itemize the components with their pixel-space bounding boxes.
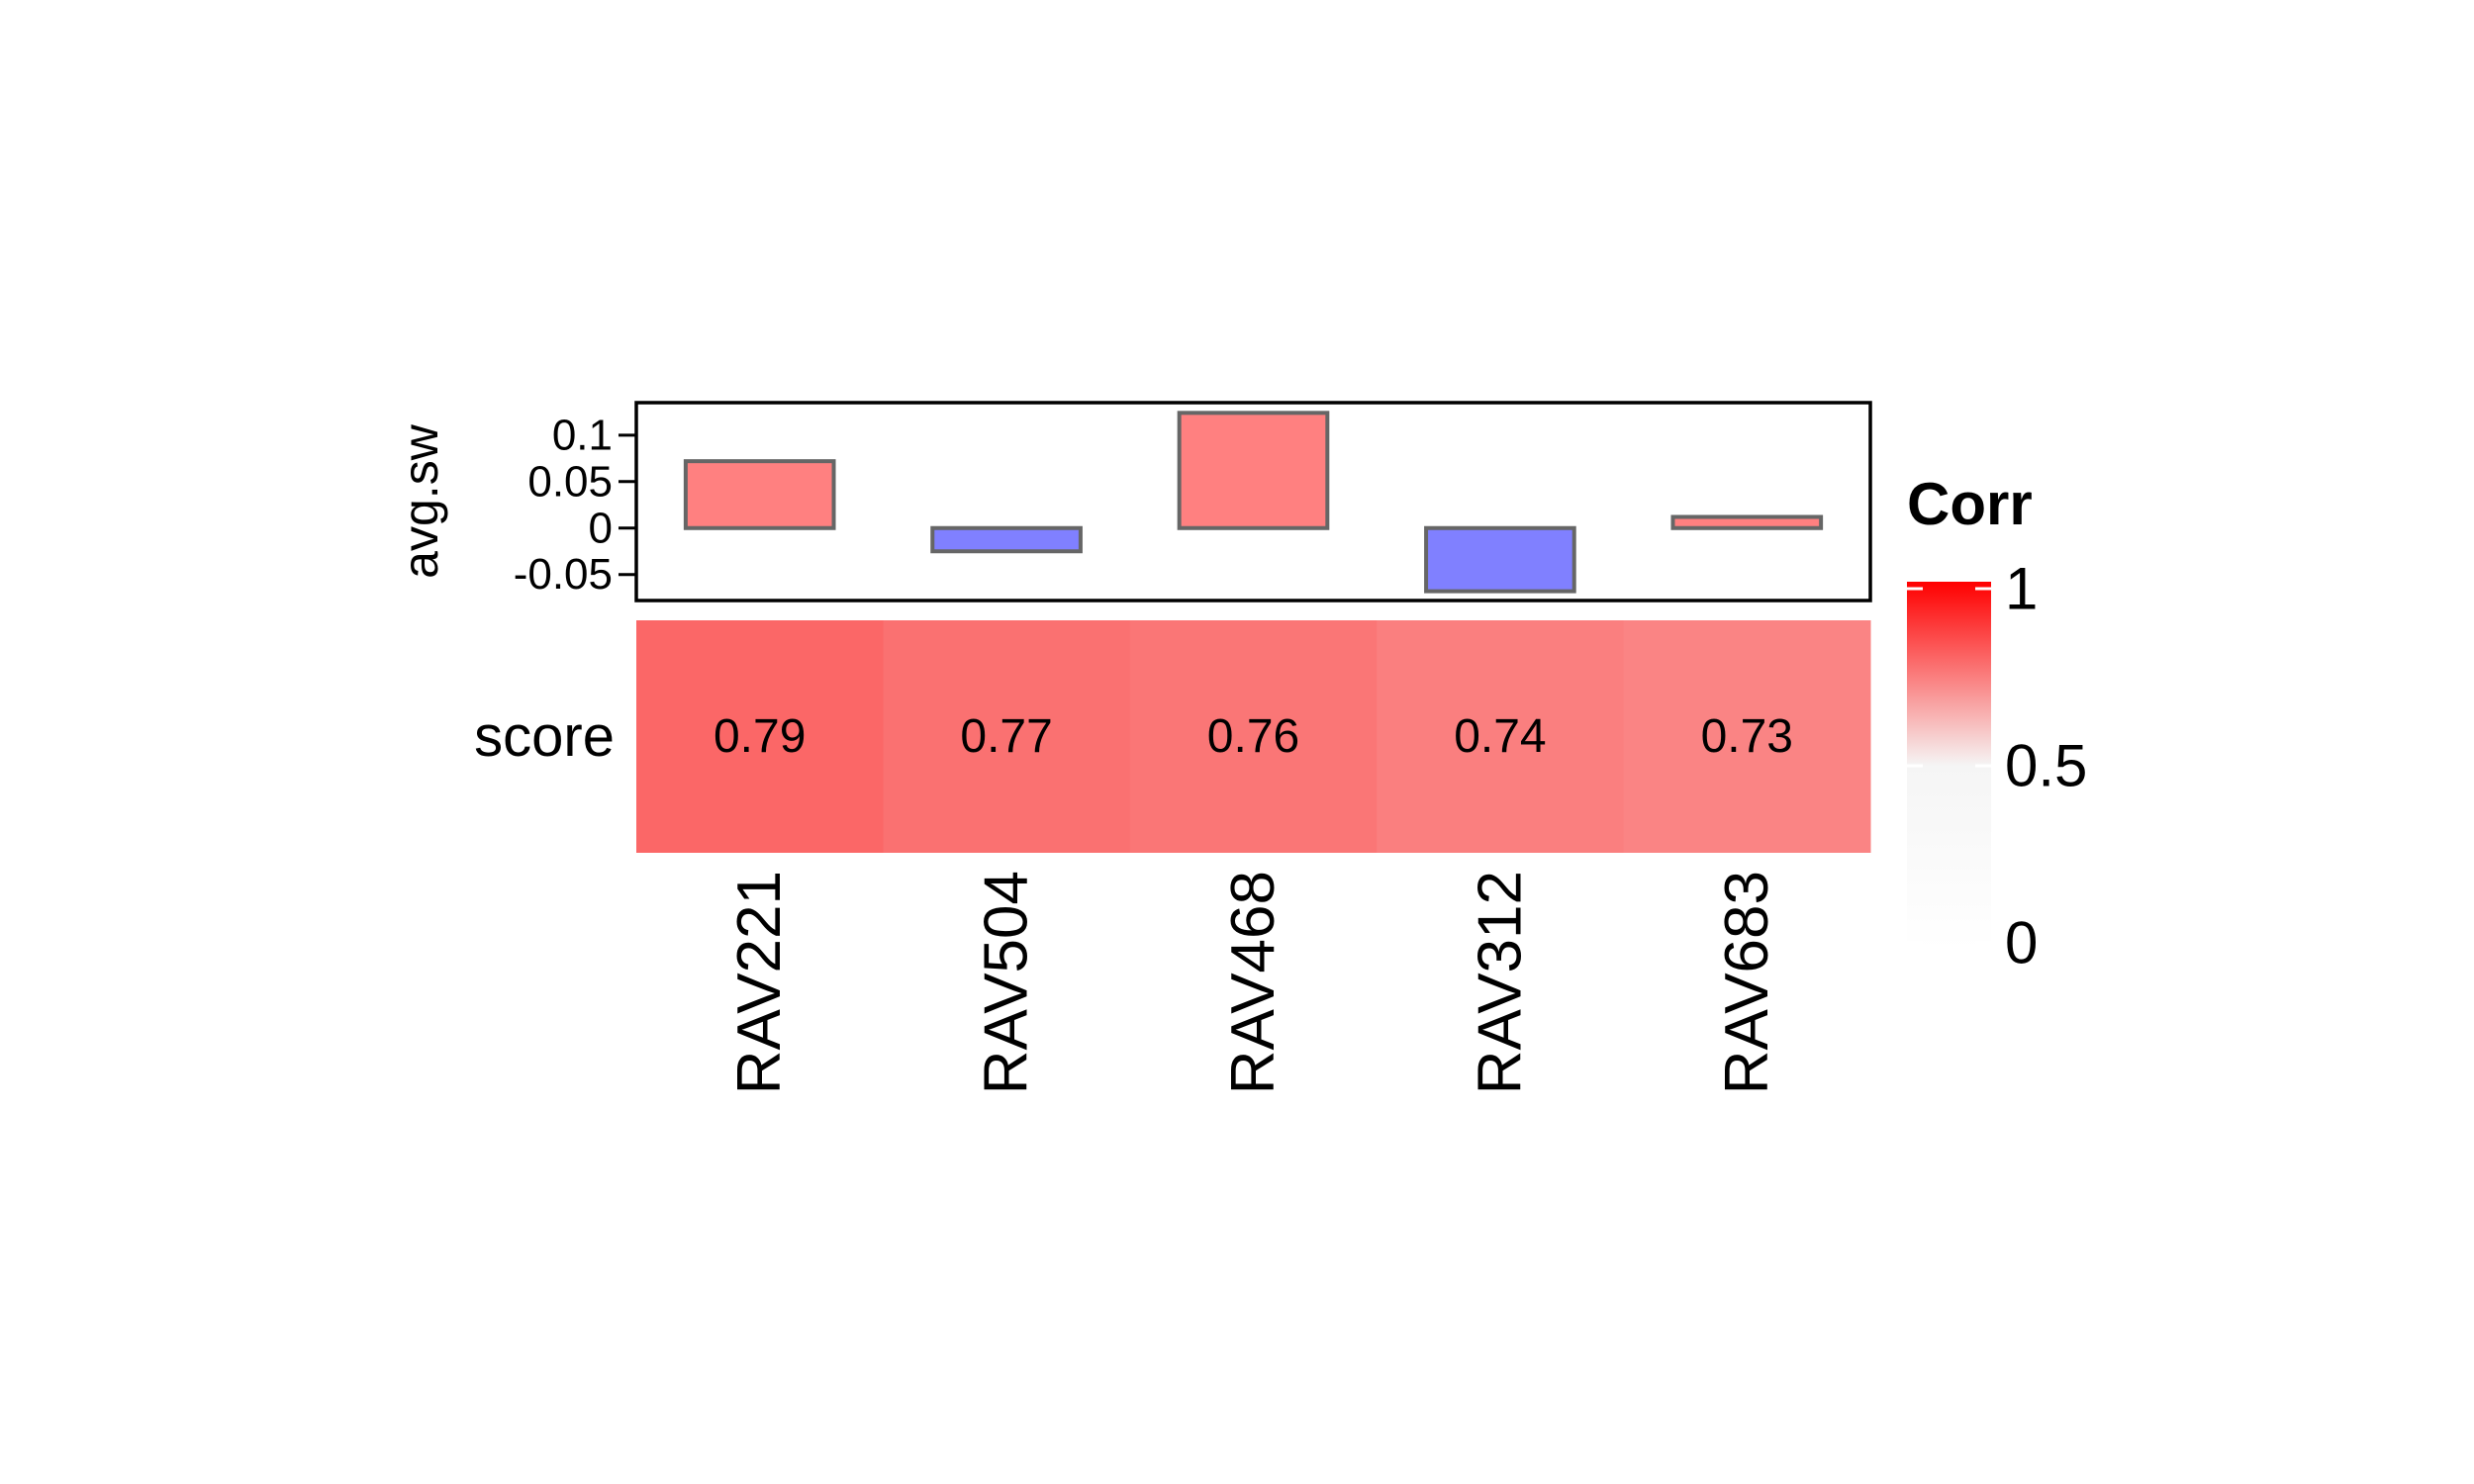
heatmap-cell-label: 0.77 — [960, 710, 1052, 763]
heatmap-cell-RAV683 — [1623, 620, 1871, 853]
y-tick-label: -0.05 — [514, 550, 613, 599]
bar-RAV312 — [1424, 525, 1576, 594]
legend-title: Corr — [1907, 471, 2033, 537]
bar-RAV504 — [930, 525, 1083, 554]
annotation-bar-plot: 0.10.050-0.05 avg.sw — [393, 401, 1872, 603]
column-labels: RAV221 RAV504 RAV468 RAV312 RAV683 — [725, 871, 1781, 1094]
annotation-panel-border — [634, 401, 1872, 603]
row-label: score — [474, 704, 615, 769]
y-tick-label: 0 — [589, 504, 613, 552]
y-axis-title: avg.sw — [393, 423, 448, 579]
heatmap-cell-label: 0.76 — [1207, 710, 1299, 763]
legend-tick-label: 0.5 — [2005, 733, 2087, 799]
bar-RAV221 — [683, 459, 836, 530]
column-label: RAV312 — [1466, 871, 1534, 1094]
column-label: RAV683 — [1713, 871, 1781, 1094]
column-label: RAV221 — [725, 871, 794, 1094]
color-legend: Corr 1 0.5 0 — [1907, 471, 2087, 976]
bar-RAV683 — [1670, 514, 1824, 530]
y-tick-label: 0.1 — [552, 411, 613, 459]
heatmap-cell-RAV468 — [1129, 620, 1378, 853]
column-label: RAV504 — [973, 871, 1041, 1094]
heatmap-cell-label: 0.73 — [1701, 710, 1793, 763]
column-label: RAV468 — [1219, 871, 1287, 1094]
bar-RAV468 — [1177, 411, 1330, 530]
heatmap: 0.79 0.77 0.76 0.74 0.73 score — [474, 620, 1871, 853]
heatmap-cell-label: 0.79 — [714, 710, 806, 763]
y-tick-label: 0.05 — [527, 457, 613, 506]
legend-tick-label: 1 — [2005, 556, 2038, 622]
heatmap-cell-RAV312 — [1377, 620, 1625, 853]
heatmap-cell-label: 0.74 — [1454, 710, 1546, 763]
legend-tick-label: 0 — [2005, 910, 2038, 976]
heatmap-cell-RAV504 — [883, 620, 1131, 853]
heatmap-cell-RAV221 — [636, 620, 884, 853]
